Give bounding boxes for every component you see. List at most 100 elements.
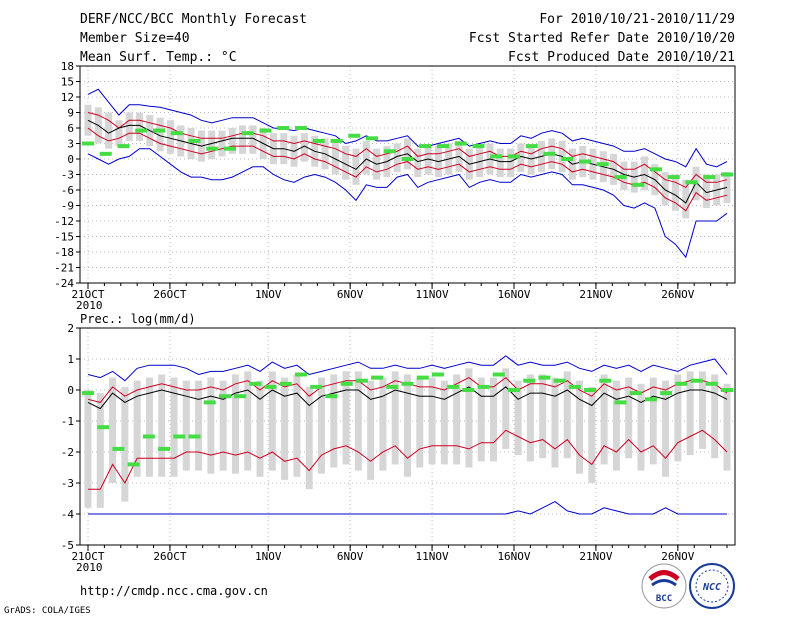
prec-observed-mark xyxy=(203,400,216,405)
prec-xtick-year: 2010 xyxy=(76,561,103,574)
prec-observed-mark xyxy=(127,462,140,467)
prec-observed-mark xyxy=(690,378,703,383)
prec-spread-box xyxy=(84,390,92,508)
prec-spread-box xyxy=(502,368,510,449)
prec-xtick-label: 21OCT xyxy=(71,550,104,563)
header-produced-date: Fcst Produced Date 2010/10/21 xyxy=(508,50,735,65)
temp-spread-box xyxy=(115,120,123,147)
header-title: DERF/NCC/BCC Monthly Forecast xyxy=(80,12,307,27)
temp-ytick-label: -15 xyxy=(54,231,74,244)
temp-upper-line xyxy=(87,112,728,189)
temp-spread-box xyxy=(414,148,422,178)
prec-observed-mark xyxy=(523,378,536,383)
temp-observed-mark xyxy=(383,149,396,154)
temp-spread-box xyxy=(517,143,525,172)
temp-observed-mark xyxy=(312,138,325,143)
prec-spread-box xyxy=(539,374,547,459)
header-start-date: Fcst Started Refer Date 2010/10/20 xyxy=(469,31,735,46)
prec-xtick-label: 26NOV xyxy=(661,550,694,563)
temp-spread-box xyxy=(671,174,679,211)
prec-spread-box xyxy=(195,380,203,471)
temp-observed-mark xyxy=(508,154,520,159)
header-variable: Mean Surf. Temp.: °C xyxy=(80,50,237,65)
temp-xtick-label: 26NOV xyxy=(661,288,694,301)
temp-observed-mark xyxy=(224,146,236,151)
prec-observed-mark xyxy=(599,378,612,383)
prec-min-line xyxy=(88,501,727,515)
prec-observed-mark xyxy=(492,372,505,377)
temp-observed-mark xyxy=(437,144,449,149)
prec-observed-mark xyxy=(644,397,657,402)
temp-spread-box xyxy=(641,156,649,190)
prec-spread-box xyxy=(379,377,387,471)
prec-spread-box xyxy=(563,371,571,459)
prec-spread-box xyxy=(662,380,670,477)
prec-observed-mark xyxy=(340,381,353,386)
prec-spread-box xyxy=(416,377,424,468)
footer-url[interactable]: http://cmdp.ncc.cma.gov.cn xyxy=(80,584,268,598)
prec-xtick-label: 1NOV xyxy=(255,550,282,563)
temp-observed-mark xyxy=(543,151,556,156)
prec-spread-box xyxy=(305,386,313,490)
temp-observed-mark xyxy=(366,136,378,141)
prec-spread-box xyxy=(440,380,448,465)
temp-spread-box xyxy=(228,128,236,154)
prec-spread-box xyxy=(588,386,596,483)
prec-observed-mark xyxy=(325,394,338,399)
prec-observed-mark xyxy=(614,400,627,405)
temp-observed-mark xyxy=(188,138,201,143)
prec-spread-box xyxy=(109,377,117,483)
temp-spread-box xyxy=(218,130,226,157)
prec-observed-mark xyxy=(660,391,673,396)
prec-xtick-label: 16NOV xyxy=(497,550,530,563)
temp-xtick-year: 2010 xyxy=(76,299,103,312)
temp-xtick-label: 16NOV xyxy=(497,288,530,301)
prec-spread-box xyxy=(281,377,289,480)
temp-spread-box xyxy=(300,133,308,162)
prec-observed-mark xyxy=(249,381,262,386)
prec-spread-box xyxy=(158,374,166,477)
prec-observed-mark xyxy=(371,375,384,380)
temp-observed-mark xyxy=(667,175,680,180)
temp-observed-mark xyxy=(401,157,414,161)
prec-ytick-label: 1 xyxy=(67,353,74,366)
prec-ytick-label: -5 xyxy=(61,539,74,552)
prec-spread-box xyxy=(711,374,719,459)
bcc-logo: BCC xyxy=(641,563,687,609)
temp-observed-mark xyxy=(614,175,627,180)
temp-lower-line xyxy=(87,127,728,212)
prec-observed-mark xyxy=(295,372,307,377)
prec-mean-line xyxy=(87,386,728,410)
prec-observed-mark xyxy=(431,372,444,377)
prec-spread-box xyxy=(428,377,436,465)
temp-observed-mark xyxy=(82,141,94,146)
prec-observed-mark xyxy=(629,391,642,396)
prec-observed-mark xyxy=(401,381,414,386)
header-period: For 2010/10/21-2010/11/29 xyxy=(539,12,735,27)
precip-chart-title: Prec.: log(mm/d) xyxy=(80,312,196,326)
prec-spread-box xyxy=(182,380,190,471)
prec-observed-mark xyxy=(188,434,201,439)
prec-xtick-label: 21NOV xyxy=(579,550,612,563)
prec-observed-mark xyxy=(218,394,231,399)
temp-observed-mark xyxy=(685,180,698,185)
ncc-logo: NCC xyxy=(689,563,735,609)
prec-observed-mark xyxy=(675,381,688,386)
prec-observed-mark xyxy=(477,384,490,389)
temp-spread-box xyxy=(84,104,92,136)
prec-observed-mark xyxy=(508,388,520,392)
temp-ytick-label: 18 xyxy=(61,60,74,73)
prec-observed-mark xyxy=(462,388,475,392)
prec-spread-box xyxy=(576,380,584,474)
prec-spread-box xyxy=(207,377,215,474)
temp-spread-box xyxy=(393,143,401,172)
temp-ytick-label: 6 xyxy=(67,122,74,135)
prec-observed-mark xyxy=(447,384,460,389)
temp-ytick-label: -18 xyxy=(54,246,74,259)
temp-spread-box xyxy=(166,120,174,154)
prec-spread-box xyxy=(342,371,350,465)
ncc-logo-text: NCC xyxy=(702,582,721,593)
temp-observed-mark xyxy=(650,167,662,172)
prec-spread-box xyxy=(133,380,141,477)
